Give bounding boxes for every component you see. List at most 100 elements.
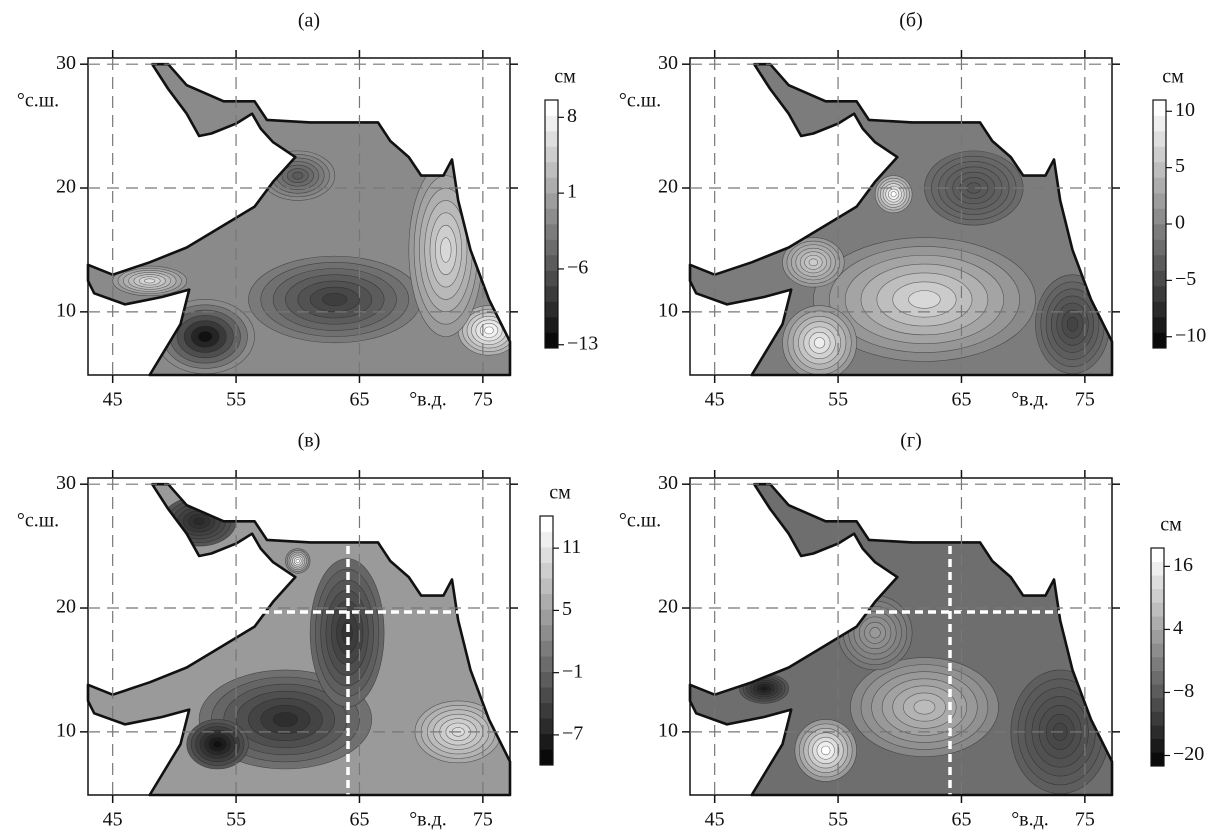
- lat-label: °с.ш.: [619, 90, 661, 112]
- colorbar-band: [540, 640, 553, 657]
- colorbar-band: [540, 733, 553, 750]
- colorbar-band: [1153, 255, 1166, 271]
- colorbar-band: [545, 301, 558, 318]
- x-tick-label: 65: [349, 389, 369, 411]
- panel-label: (а): [298, 10, 320, 32]
- colorbar-tick-label: −8: [1173, 680, 1194, 702]
- colorbar-band: [540, 718, 553, 735]
- map-frame: [689, 57, 1113, 376]
- colorbar-band: [1151, 657, 1164, 671]
- contour: [212, 740, 223, 749]
- colorbar-band: [540, 547, 553, 563]
- y-tick-label: 30: [56, 472, 76, 494]
- lon-label: °в.д.: [1011, 389, 1049, 411]
- colorbar-band: [545, 162, 558, 178]
- colorbar-band: [545, 317, 558, 333]
- x-tick-label: 75: [473, 809, 493, 831]
- y-tick-label: 30: [56, 52, 76, 74]
- contour: [913, 699, 936, 715]
- panel-label: (б): [899, 10, 923, 32]
- coastline: [86, 482, 512, 797]
- colorbar-tick-label: −6: [567, 257, 588, 279]
- colorbar-band: [540, 702, 553, 719]
- x-tick-label: 65: [349, 809, 369, 831]
- colorbar-tick-label: −10: [1175, 324, 1206, 346]
- lat-label: °с.ш.: [17, 510, 59, 532]
- colorbar-unit: см: [554, 66, 576, 88]
- x-tick-label: 75: [1075, 809, 1095, 831]
- colorbar-band: [1153, 239, 1166, 256]
- colorbar-tick-label: 1: [567, 181, 577, 203]
- y-tick-label: 10: [56, 719, 76, 741]
- coastline: [688, 62, 1114, 377]
- colorbar-band: [545, 115, 558, 132]
- map-field: [690, 484, 1112, 795]
- contour: [890, 191, 897, 198]
- colorbar-band: [1153, 177, 1166, 194]
- y-tick-label: 30: [658, 52, 678, 74]
- colorbar-band: [1151, 561, 1164, 576]
- colorbar-band: [1153, 317, 1166, 333]
- colorbar-band: [1153, 146, 1166, 163]
- colorbar-band: [540, 531, 553, 548]
- colorbar-band: [1151, 738, 1164, 753]
- x-tick-label: 65: [951, 809, 971, 831]
- lat-label: °с.ш.: [17, 90, 59, 112]
- y-tick-label: 20: [658, 596, 678, 618]
- colorbar-band: [540, 749, 553, 766]
- colorbar-band: [1153, 286, 1166, 302]
- map-field: [88, 484, 510, 795]
- colorbar-band: [1151, 548, 1164, 562]
- colorbar-unit: см: [1162, 66, 1184, 88]
- y-tick-label: 20: [658, 176, 678, 198]
- contour: [813, 337, 826, 349]
- contour: [197, 331, 213, 343]
- contour: [322, 292, 348, 306]
- colorbar-band: [1151, 752, 1164, 767]
- contour: [295, 558, 300, 564]
- colorbar-band: [545, 193, 558, 209]
- contour: [144, 278, 156, 284]
- y-tick-label: 10: [658, 719, 678, 741]
- colorbar-tick-label: 0: [1175, 212, 1185, 234]
- colorbar-band: [540, 562, 553, 579]
- colorbar-band: [1153, 224, 1166, 240]
- x-tick-label: 75: [473, 389, 493, 411]
- y-tick-label: 20: [56, 596, 76, 618]
- coastline: [688, 482, 1114, 797]
- colorbar-tick-label: 11: [562, 536, 581, 558]
- colorbar-band: [1153, 100, 1166, 116]
- panel-label: (г): [900, 430, 922, 452]
- colorbar-band: [1153, 208, 1166, 225]
- colorbar-frame: [1150, 547, 1165, 767]
- contour: [821, 745, 831, 756]
- x-tick-label: 55: [226, 389, 246, 411]
- colorbar-band: [1151, 725, 1164, 740]
- contour: [1066, 316, 1079, 332]
- colorbar-band: [1153, 332, 1166, 349]
- map-frame: [689, 477, 1113, 796]
- contour: [869, 627, 881, 639]
- map-frame: [87, 477, 511, 796]
- colorbar-tick-label: −20: [1173, 743, 1204, 765]
- colorbar-tick-label: 5: [562, 598, 572, 620]
- x-tick-label: 65: [951, 389, 971, 411]
- y-tick-label: 10: [56, 299, 76, 321]
- x-tick-label: 45: [103, 389, 123, 411]
- map-field: [690, 64, 1112, 375]
- x-tick-label: 45: [103, 809, 123, 831]
- colorbar-unit: см: [1160, 514, 1182, 536]
- colorbar-band: [540, 609, 553, 626]
- colorbar-band: [545, 255, 558, 271]
- colorbar-band: [1153, 270, 1166, 287]
- contour: [908, 290, 941, 309]
- colorbar-band: [545, 131, 558, 147]
- colorbar-band: [1151, 575, 1164, 590]
- colorbar-band: [540, 593, 553, 610]
- colorbar-band: [540, 671, 553, 688]
- colorbar-band: [545, 239, 558, 256]
- colorbar-band: [540, 687, 553, 704]
- colorbar-band: [1153, 162, 1166, 178]
- colorbar-frame: [539, 515, 554, 766]
